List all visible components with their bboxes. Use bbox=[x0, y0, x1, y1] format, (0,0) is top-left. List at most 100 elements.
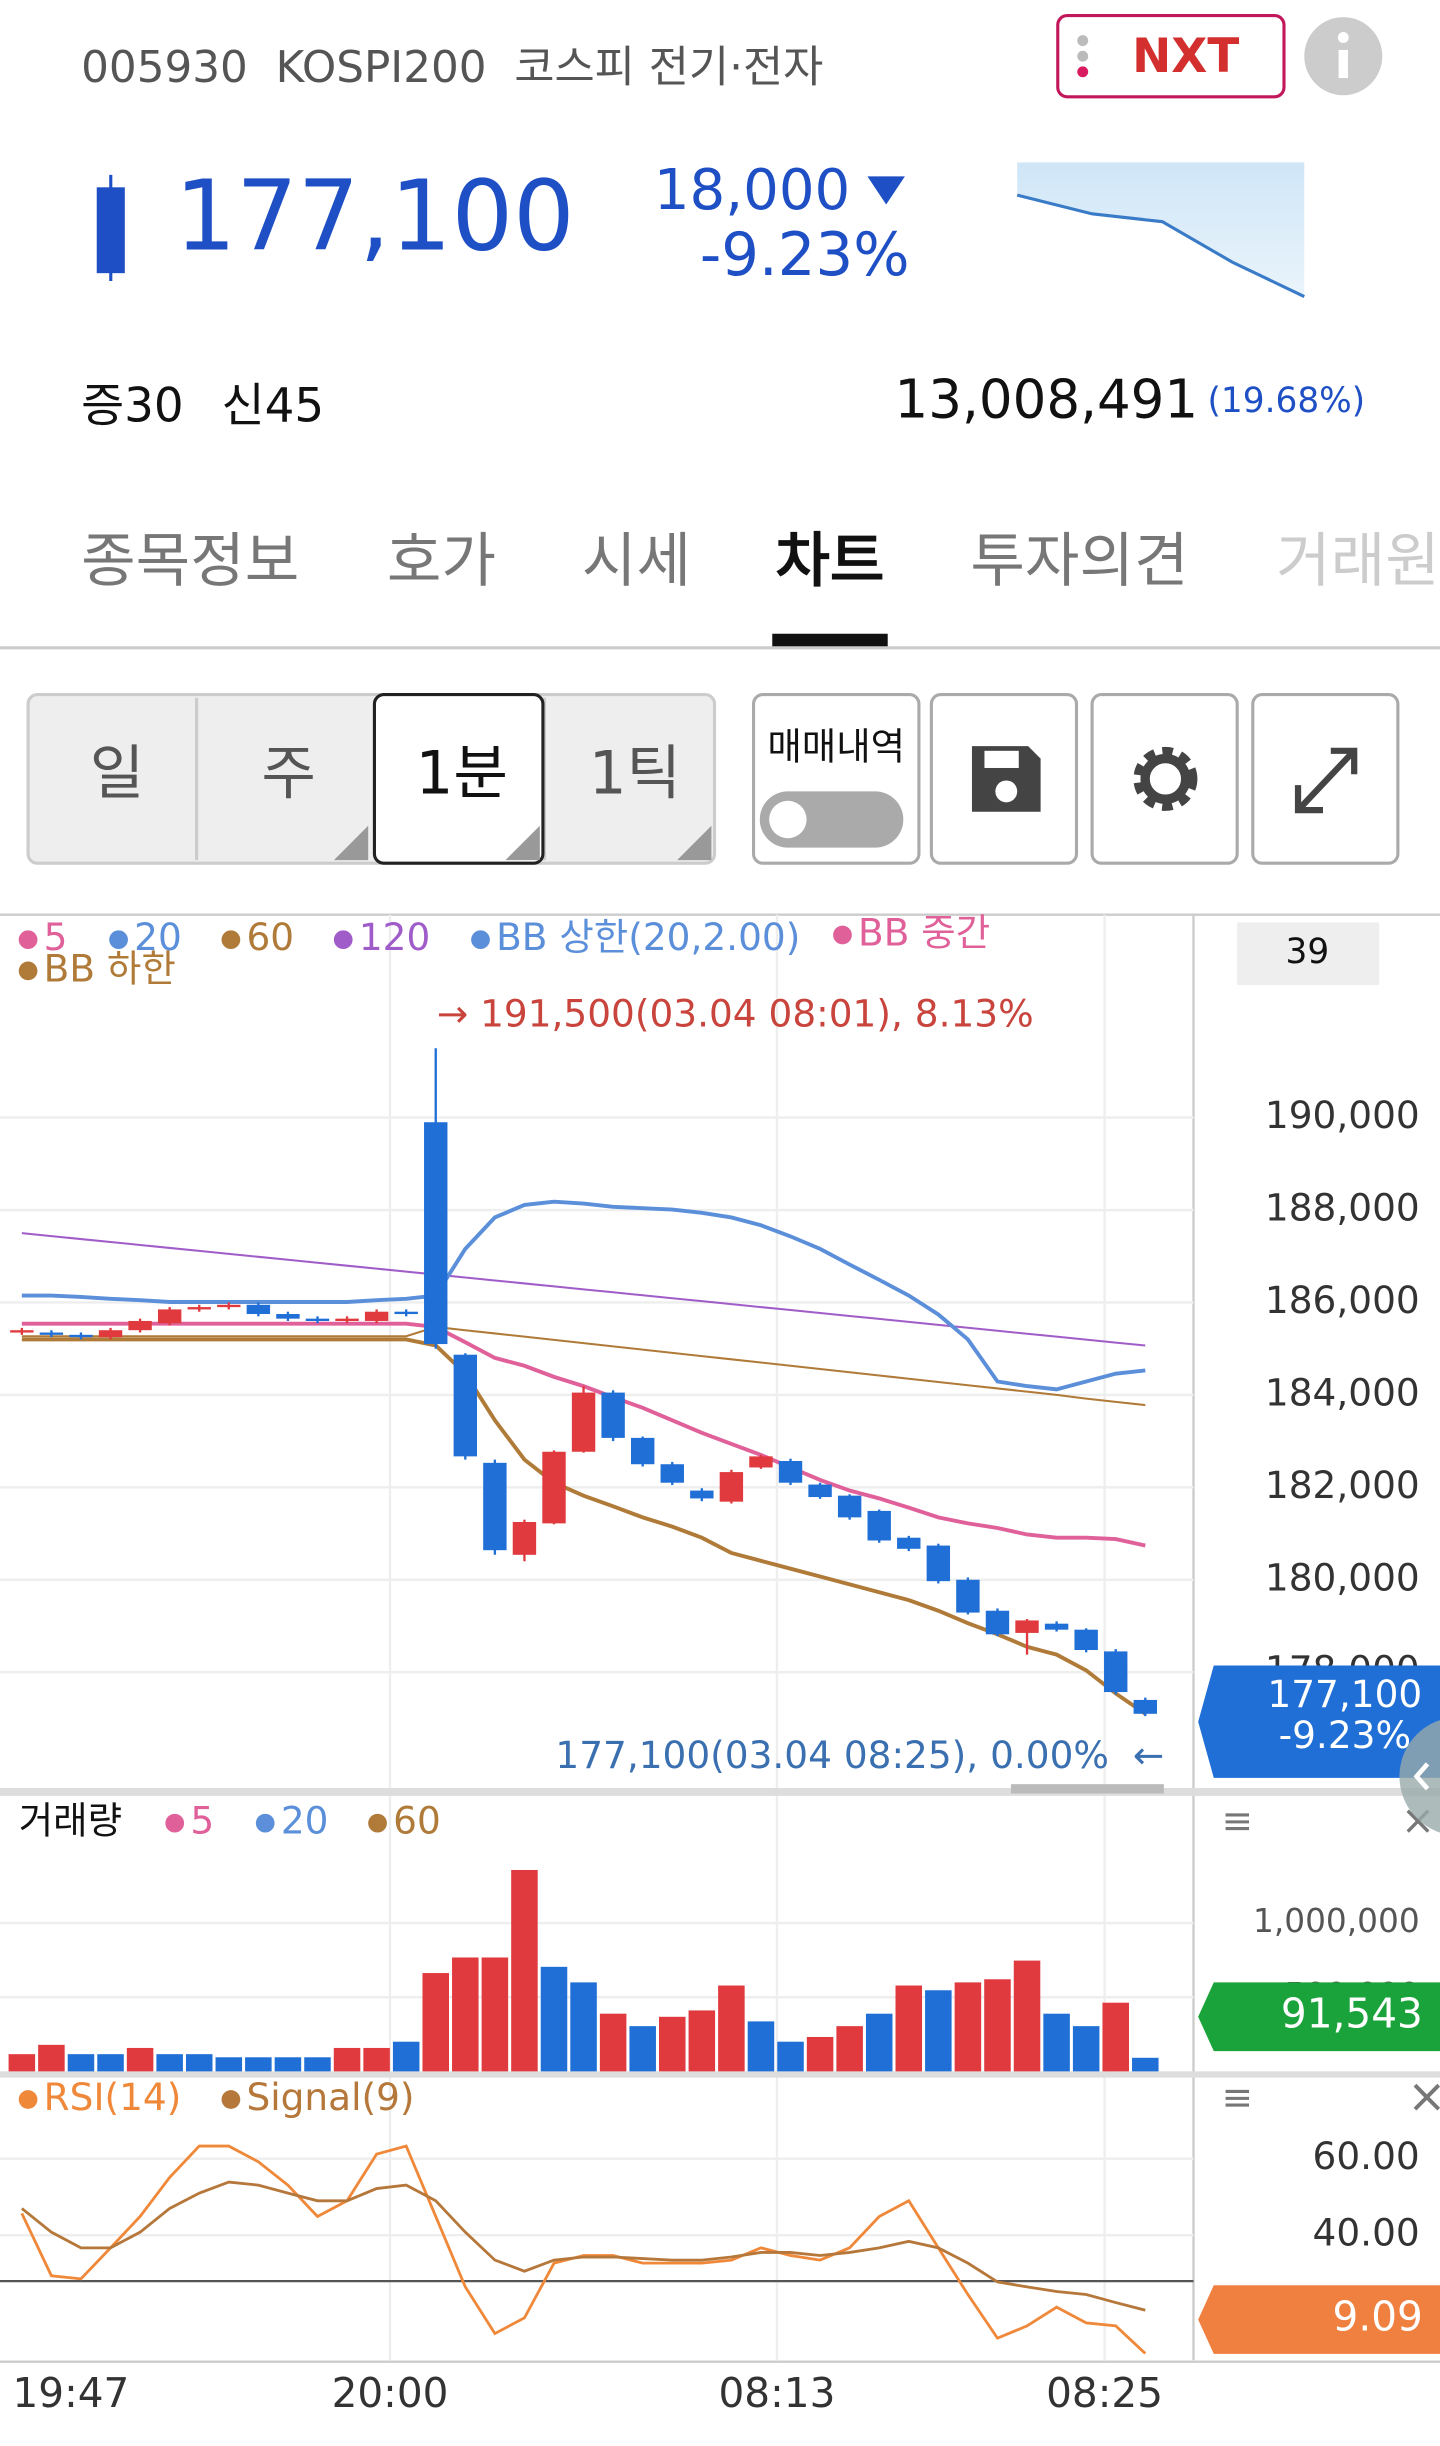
volume-bar bbox=[1013, 1960, 1041, 2072]
x-tick-label: 08:25 bbox=[1046, 2369, 1163, 2417]
line bbox=[20, 2180, 1146, 2312]
candle-body bbox=[1104, 1651, 1128, 1693]
plot-area: 178,000180,000182,000184,000186,000188,0… bbox=[0, 910, 1420, 2417]
last-annotation: 177,100(03.04 08:25), 0.00% ← bbox=[555, 1733, 1164, 1777]
volume-bar bbox=[363, 2047, 390, 2072]
tab[interactable]: 거래원 bbox=[1276, 526, 1440, 595]
volume-bar bbox=[156, 2054, 183, 2072]
volume-bar bbox=[925, 1990, 952, 2072]
corner-mark bbox=[677, 825, 712, 861]
period-button[interactable]: 1틱 bbox=[589, 738, 681, 807]
scrollbar[interactable] bbox=[1010, 1784, 1164, 1794]
volume-bar bbox=[806, 2036, 834, 2072]
candle-body bbox=[1015, 1620, 1039, 1633]
legend-label: BB 하한 bbox=[44, 946, 176, 990]
tab-bar: 종목정보 호가 시세 차트 투자의견 거래원 bbox=[81, 526, 1440, 595]
volume-bar bbox=[245, 2057, 272, 2072]
volume-bar bbox=[422, 1973, 450, 2072]
candle-body bbox=[217, 1304, 241, 1308]
legend-marker bbox=[18, 2090, 38, 2109]
side-handle[interactable] bbox=[1399, 1717, 1440, 1836]
side-handle-arrow bbox=[1413, 1762, 1430, 1791]
legend-marker bbox=[471, 930, 490, 950]
line bbox=[21, 1321, 1146, 1548]
period-buttons: 일 주 1분 1틱 bbox=[90, 738, 681, 807]
y-tick-label: 60.00 bbox=[1313, 2134, 1420, 2178]
change-rate: -9.23% bbox=[700, 220, 910, 289]
volume-bar bbox=[274, 2057, 302, 2072]
volume-bar bbox=[126, 2047, 154, 2072]
candle-body bbox=[128, 1320, 152, 1331]
toggle-knob bbox=[769, 800, 807, 839]
volume-bar bbox=[540, 1966, 568, 2072]
legend-marker bbox=[368, 1813, 387, 1833]
menu-icon[interactable]: ≡ bbox=[1222, 2075, 1253, 2119]
price-change: 18,000 bbox=[654, 158, 850, 223]
volume-title: 거래량 bbox=[19, 1799, 122, 1843]
settings-button[interactable] bbox=[1090, 693, 1239, 865]
candle-body bbox=[246, 1304, 271, 1315]
volume-bar bbox=[599, 2013, 627, 2072]
menu-icon[interactable]: ≡ bbox=[1222, 1799, 1253, 1843]
tab[interactable]: 차트 bbox=[775, 526, 884, 595]
trade-volume-rate: (19.68%) bbox=[1208, 381, 1366, 421]
tab[interactable]: 종목정보 bbox=[81, 526, 299, 595]
legend-label: 5 bbox=[44, 915, 68, 959]
legend-marker bbox=[221, 2090, 241, 2109]
volume-bar bbox=[481, 1957, 509, 2072]
y-tick-label: 188,000 bbox=[1265, 1186, 1420, 1230]
candle-body bbox=[157, 1309, 182, 1324]
candle-body bbox=[956, 1579, 980, 1613]
y-tick-label: 186,000 bbox=[1265, 1278, 1420, 1322]
tab[interactable]: 호가 bbox=[387, 526, 496, 595]
nxt-button[interactable] bbox=[1056, 14, 1286, 99]
candle-body bbox=[453, 1354, 478, 1457]
expand-icon bbox=[1294, 747, 1358, 814]
legend-label: 20 bbox=[281, 1799, 329, 1843]
candle-body bbox=[512, 1521, 537, 1555]
legend-label: 60 bbox=[393, 1799, 441, 1843]
close-icon[interactable]: × bbox=[1407, 2070, 1440, 2124]
legend-label: 120 bbox=[359, 915, 430, 959]
volume-bar bbox=[747, 2021, 775, 2072]
count-box bbox=[1237, 922, 1380, 985]
period-button[interactable]: 일 bbox=[90, 738, 145, 807]
volume-bar bbox=[984, 1979, 1011, 2072]
period-button[interactable]: 주 bbox=[261, 738, 316, 807]
x-tick-label: 19:47 bbox=[12, 2369, 129, 2417]
x-tick-label: 20:00 bbox=[332, 2369, 449, 2417]
volume-bar bbox=[718, 1985, 745, 2072]
candle-body bbox=[808, 1484, 832, 1498]
info-icon-stem bbox=[1338, 49, 1348, 79]
price-box-rate: -9.23% bbox=[1279, 1713, 1411, 1757]
period-button[interactable]: 1분 bbox=[416, 738, 508, 807]
volume-bar bbox=[97, 2054, 124, 2072]
legend-marker bbox=[333, 930, 353, 950]
tab[interactable]: 투자의견 bbox=[970, 526, 1188, 595]
candle-body bbox=[837, 1495, 862, 1518]
volume-bar bbox=[1102, 2002, 1129, 2072]
legend-marker bbox=[221, 930, 241, 950]
volume-bar bbox=[8, 2054, 36, 2072]
legend-label: 60 bbox=[247, 915, 295, 959]
volume-bar bbox=[511, 1869, 538, 2072]
y-tick-label: 180,000 bbox=[1265, 1555, 1420, 1599]
y-tick-label: 1,000,000 bbox=[1253, 1902, 1420, 1940]
line bbox=[21, 1199, 1146, 1392]
line bbox=[20, 2144, 1147, 2355]
legend-label: BB 상한(20,2.00) bbox=[496, 915, 800, 959]
volume-bar bbox=[658, 2016, 686, 2072]
legend-marker bbox=[18, 961, 38, 981]
line bbox=[21, 1232, 1146, 1347]
nxt-dot bbox=[1077, 66, 1089, 78]
candle-body bbox=[1044, 1623, 1069, 1630]
candle-body bbox=[276, 1314, 300, 1319]
candle-body bbox=[660, 1464, 684, 1483]
tab[interactable]: 시세 bbox=[582, 526, 691, 595]
line bbox=[21, 1325, 1146, 1407]
volume-bar bbox=[836, 2026, 863, 2072]
y-tick-label: 40.00 bbox=[1313, 2211, 1420, 2255]
candle-body bbox=[98, 1330, 123, 1338]
volume-bar bbox=[570, 1982, 597, 2072]
